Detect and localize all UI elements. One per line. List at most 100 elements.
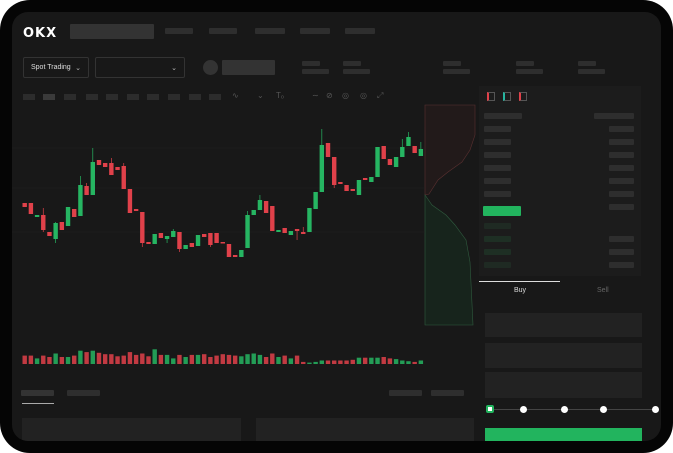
slider-handle[interactable] — [486, 405, 494, 413]
book-both-icon[interactable] — [487, 92, 495, 101]
slider-step-100[interactable] — [652, 406, 659, 413]
ask-amount — [609, 139, 634, 145]
volume-bar — [115, 356, 120, 364]
volume-bar — [84, 352, 89, 364]
nav-item[interactable] — [209, 28, 237, 34]
orders-panel — [22, 418, 241, 441]
candle-body — [406, 137, 411, 146]
candlestick-chart[interactable] — [12, 12, 661, 441]
bid-price[interactable] — [484, 262, 511, 268]
camera-icon[interactable]: ◎ — [342, 91, 349, 100]
book-asks-icon[interactable] — [519, 92, 527, 101]
amount-input[interactable] — [485, 343, 642, 368]
chevron-down-icon: ⌄ — [171, 64, 177, 72]
filter-button[interactable] — [389, 390, 422, 396]
candle-body — [115, 167, 120, 170]
market-select[interactable]: Spot Trading ⌄ — [23, 57, 89, 78]
tab-order-history[interactable] — [67, 390, 100, 396]
candle-body — [369, 177, 374, 182]
volume-bar — [381, 357, 386, 364]
price-input[interactable] — [485, 313, 642, 337]
timeframe-button[interactable] — [168, 94, 180, 100]
coin-icon — [203, 60, 218, 75]
volume-bar — [90, 350, 95, 364]
nav-item[interactable] — [300, 28, 330, 34]
timeframe-button[interactable] — [189, 94, 201, 100]
ask-price[interactable] — [484, 165, 511, 171]
pencil-icon[interactable]: ⊘ — [326, 91, 333, 100]
ask-price[interactable] — [484, 126, 511, 132]
candle-body — [263, 201, 269, 213]
candle-body — [164, 236, 170, 239]
volume-bar — [245, 354, 250, 364]
timeframe-button[interactable] — [209, 94, 221, 100]
candle-body — [313, 192, 318, 209]
volume-bar — [133, 354, 139, 364]
tab-open-orders[interactable] — [21, 390, 54, 396]
buy-button[interactable] — [485, 428, 642, 441]
bid-price[interactable] — [484, 249, 511, 255]
slider-step-75[interactable] — [600, 406, 607, 413]
stat-label — [343, 61, 361, 66]
volume-bar — [313, 361, 318, 364]
text-icon[interactable]: Tₒ — [276, 91, 284, 100]
bid-amount — [609, 236, 634, 242]
timeframe-button[interactable] — [23, 94, 35, 100]
book-bids-icon[interactable] — [503, 92, 511, 101]
nav-item[interactable] — [255, 28, 285, 34]
timeframe-button[interactable] — [127, 94, 139, 100]
volume-bar — [183, 357, 188, 364]
slider-step-25[interactable] — [520, 406, 527, 413]
timeframe-button[interactable] — [147, 94, 159, 100]
bid-price[interactable] — [484, 236, 511, 242]
line-icon[interactable]: ⌄ — [257, 91, 264, 100]
timeframe-button[interactable] — [106, 94, 118, 100]
filter-button[interactable] — [431, 390, 464, 396]
volume-bar — [332, 360, 337, 364]
fullscreen-icon[interactable]: ⤢ — [377, 91, 384, 100]
timeframe-button[interactable] — [86, 94, 98, 100]
timeframe-button[interactable] — [43, 94, 55, 100]
search-bar[interactable] — [70, 24, 154, 39]
candle-body — [22, 203, 27, 207]
candle-body — [257, 200, 263, 210]
candle-body — [338, 182, 343, 184]
volume-bar — [232, 355, 238, 364]
amount-slider-track[interactable] — [490, 409, 658, 410]
bid-price[interactable] — [484, 223, 511, 229]
candle-body — [325, 143, 331, 157]
ask-price[interactable] — [484, 178, 511, 184]
volume-bar — [72, 355, 77, 364]
candle-body — [152, 234, 157, 244]
nav-item[interactable] — [345, 28, 375, 34]
candle-body — [301, 232, 306, 234]
volume-bar — [344, 360, 349, 364]
volume-bar — [208, 357, 213, 364]
settings-icon[interactable]: ◎ — [360, 91, 367, 100]
volume-bar — [59, 357, 65, 364]
indicator-icon[interactable]: ∿ — [232, 91, 239, 100]
candle-body — [72, 209, 77, 217]
candle-body — [332, 157, 337, 185]
order-book — [479, 86, 641, 276]
candle-body — [171, 231, 176, 237]
ask-amount — [609, 165, 634, 171]
tab-buy[interactable]: Buy — [514, 287, 527, 294]
volume-bar — [189, 354, 195, 364]
pair-select[interactable]: ⌄ — [95, 57, 185, 78]
nav-item[interactable] — [165, 28, 193, 34]
ask-price[interactable] — [484, 191, 511, 197]
brush-icon[interactable]: ∼ — [312, 91, 319, 100]
ask-price[interactable] — [484, 152, 511, 158]
last-price — [483, 206, 521, 216]
ask-price[interactable] — [484, 139, 511, 145]
timeframe-button[interactable] — [64, 94, 76, 100]
total-input[interactable] — [485, 372, 642, 398]
slider-step-50[interactable] — [561, 406, 568, 413]
book-header — [594, 113, 634, 119]
tab-sell[interactable]: Sell — [597, 287, 609, 294]
candle-body — [84, 186, 89, 195]
candle-body — [65, 207, 71, 226]
candle-body — [270, 206, 275, 231]
candle-body — [239, 250, 244, 257]
